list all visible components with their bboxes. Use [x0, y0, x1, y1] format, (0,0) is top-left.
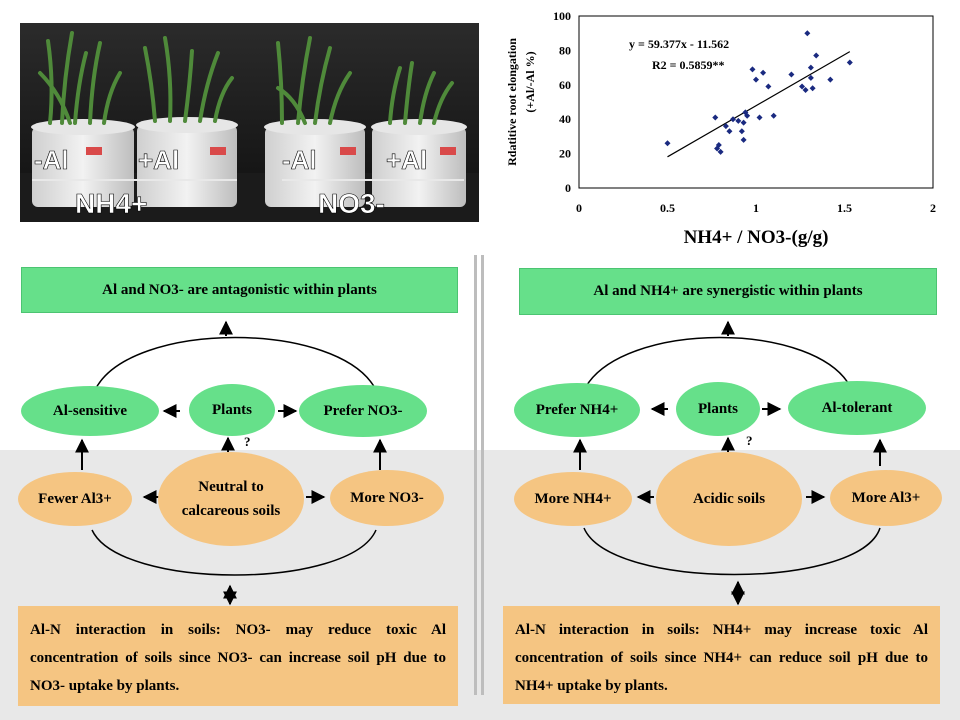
al-sensitive-node: Al-sensitive [21, 386, 159, 436]
right-bottom-arc [583, 527, 881, 576]
data-point [756, 114, 763, 121]
data-point [735, 117, 742, 124]
label-nh4-group: NH4+ [75, 188, 147, 219]
data-point [722, 123, 729, 130]
data-point [717, 148, 724, 155]
neutral-soil-line2: calcareous soils [181, 503, 281, 519]
more-no3-node: More NO3- [330, 470, 444, 526]
data-point [760, 69, 767, 76]
pot-nh4-plus-al [136, 117, 238, 207]
right-plants-node: Plants [676, 382, 760, 436]
data-point [770, 112, 777, 119]
data-point [715, 142, 722, 148]
x-tick-label: 1 [753, 201, 759, 215]
panel-divider-right [481, 255, 484, 695]
prefer-no3-node: Prefer NO3- [299, 385, 427, 437]
data-point [738, 128, 745, 135]
right-plants-label: Plants [697, 400, 738, 417]
fewer-al-label: Fewer Al3+ [38, 491, 112, 507]
data-point [740, 119, 747, 126]
data-point [765, 83, 772, 90]
equation-label: y = 59.377x - 11.562 [629, 37, 729, 51]
x-tick-label: 2 [930, 201, 936, 215]
prefer-nh4-label: Prefer NH4+ [535, 401, 619, 418]
left-plants-label: Plants [211, 401, 252, 418]
data-point [726, 128, 733, 135]
prefer-no3-label: Prefer NO3- [323, 402, 403, 419]
neutral-soil-node: Neutral to calcareous soils [158, 452, 304, 546]
x-tick-label: 0 [576, 201, 582, 215]
r2-label: R2 = 0.5859** [652, 58, 725, 72]
left-plants-node: Plants [189, 384, 275, 436]
data-point [804, 30, 811, 37]
label-no3-group: NO3- [318, 188, 385, 219]
label-nh4-plus-al: +Al [138, 145, 179, 175]
left-question-mark: ? [244, 434, 251, 449]
data-point [744, 112, 751, 119]
right-top-box-text: Al and NH4+ are synergistic within plant… [593, 283, 863, 299]
data-point [809, 85, 816, 92]
left-top-arc [94, 336, 377, 391]
plot-area [578, 15, 934, 189]
data-point [807, 64, 814, 71]
label-no3-plus-al: +Al [386, 145, 427, 175]
data-point [799, 83, 806, 90]
left-top-box-text: Al and NO3- are antagonistic within plan… [102, 281, 377, 298]
data-point [827, 76, 834, 83]
y-tick-label: 0 [565, 181, 571, 195]
more-nh4-node: More NH4+ [514, 472, 632, 526]
data-point [807, 74, 814, 81]
neutral-soil-line1: Neutral to [198, 479, 264, 495]
data-point [749, 66, 756, 73]
scatter-chart: 0 20 40 60 80 100 0 0.5 1 1.5 2 y = 59.377x - 11.56… [505, 9, 936, 248]
y-tick-label: 100 [553, 9, 571, 23]
plant-pots-photo: -Al +Al -Al +Al NH4+ NO3- [20, 23, 479, 222]
acidic-soil-node: Acidic soils [656, 452, 802, 546]
left-bottom-box-text: Al-N interaction in soils: NO3- may redu… [30, 622, 446, 694]
y-axis-label-line1: Rdatitive root elongation [505, 38, 519, 166]
left-top-box: Al and NO3- are antagonistic within plan… [21, 267, 458, 313]
data-point [753, 76, 759, 83]
data-point [712, 114, 719, 121]
left-bottom-box: Al-N interaction in soils: NO3- may redu… [18, 606, 458, 706]
trendline [667, 51, 851, 158]
more-al-node: More Al3+ [830, 470, 942, 526]
label-nh4-minus-al: -Al [34, 145, 69, 175]
data-point [802, 86, 809, 93]
al-sensitive-label: Al-sensitive [52, 402, 128, 419]
right-bottom-box: Al-N interaction in soils: NH4+ may incr… [503, 606, 940, 704]
fewer-al-node: Fewer Al3+ [18, 472, 132, 526]
x-tick-label: 0.5 [660, 201, 675, 215]
panel-divider-left [474, 255, 477, 695]
data-point [729, 116, 736, 123]
photo-illustration: -Al +Al -Al +Al NH4+ NO3- [20, 23, 479, 222]
x-tick-label: 1.5 [837, 201, 852, 215]
x-axis-label: NH4+ / NO3-(g/g) [684, 227, 829, 248]
data-point [813, 52, 820, 59]
data-point [846, 59, 853, 66]
data-point [664, 140, 671, 147]
left-bottom-arc [91, 529, 377, 576]
data-point [740, 136, 747, 143]
data-point [788, 71, 795, 78]
right-top-arc [583, 336, 853, 391]
acidic-soil-label: Acidic soils [692, 491, 766, 507]
more-al-label: More Al3+ [851, 490, 921, 506]
label-no3-minus-al: -Al [282, 145, 317, 175]
y-axis-label-line2: (+Al/-Al %) [523, 51, 537, 112]
pot-nh4-minus-al [31, 119, 135, 207]
y-tick-label: 60 [559, 78, 571, 92]
al-tolerant-label: Al-tolerant [821, 399, 893, 416]
y-tick-label: 80 [559, 43, 571, 57]
prefer-nh4-node: Prefer NH4+ [514, 383, 640, 437]
y-tick-label: 40 [559, 112, 571, 126]
more-no3-label: More NO3- [350, 490, 424, 506]
right-bottom-box-text: Al-N interaction in soils: NH4+ may incr… [515, 622, 928, 694]
right-question-mark: ? [746, 433, 753, 448]
al-tolerant-node: Al-tolerant [788, 381, 926, 435]
right-top-box: Al and NH4+ are synergistic within plant… [519, 268, 937, 315]
more-nh4-label: More NH4+ [534, 491, 612, 507]
y-tick-label: 20 [559, 147, 571, 161]
